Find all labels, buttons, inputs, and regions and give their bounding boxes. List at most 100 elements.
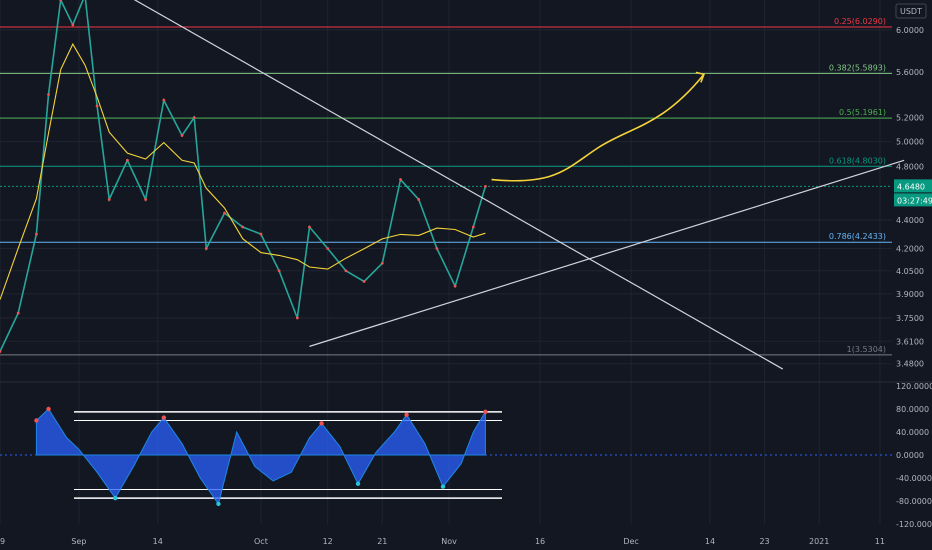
price-point-1: [16, 311, 20, 315]
price-point-4: [59, 0, 63, 2]
time-tick-5: 21: [377, 537, 387, 546]
price-series: [0, 0, 487, 353]
oscillator-pane: [0, 406, 892, 507]
price-point-12: [180, 134, 184, 137]
currency-badge[interactable]: [895, 3, 927, 19]
price-tick-10: 3.6100: [896, 337, 924, 346]
price-point-30: [484, 184, 487, 188]
price-tick-1: 5.6000: [896, 68, 924, 77]
price-point-29: [471, 225, 475, 229]
fib-label-1: 1(3.5304): [847, 345, 886, 354]
price-point-0: [0, 350, 2, 353]
fib-label-0.5: 0.5(5.1961): [839, 108, 886, 117]
price-point-13: [192, 116, 196, 120]
oscillator-dot-24: [440, 484, 446, 489]
price-point-28: [453, 284, 457, 288]
time-tick-4: 12: [323, 537, 333, 546]
oscillator-dot-0: [34, 418, 39, 423]
fibonacci-levels: 0.25(6.0290) 0.382(5.5893) 0.5(5.1961) 0.61…: [0, 17, 892, 356]
price-point-21: [326, 247, 330, 250]
time-tick-9: 14: [705, 537, 715, 546]
time-tick-8: Dec: [623, 537, 638, 546]
time-tick-2: 14: [153, 537, 163, 546]
time-tick-7: 16: [535, 537, 545, 546]
price-point-22: [344, 269, 348, 273]
price-tick-5: 4.4000: [896, 216, 924, 225]
time-axis[interactable]: 19 Sep 14 Oct 12 21 Nov 16 Dec 14 23 2021 11: [0, 537, 885, 546]
time-tick-10: 23: [759, 537, 769, 546]
projection-arrow: [491, 71, 705, 182]
price-point-15: [223, 211, 226, 215]
projection-curve: [491, 73, 705, 182]
time-tick-0: 19: [0, 537, 5, 546]
oscillator-dot-19: [355, 481, 361, 486]
price-point-11: [162, 98, 166, 102]
oscillator-dot-27: [483, 409, 488, 415]
fib-label-0.25: 0.25(6.0290): [834, 17, 886, 26]
oscillator-dot-17: [319, 421, 324, 426]
oscillator-axis[interactable]: 120.0000 80.0000 40.0000 0.0000 -40.0000 -80.…: [896, 382, 932, 529]
price-point-16: [241, 225, 245, 229]
moving-average-line: [0, 42, 486, 300]
fib-label-0.786: 0.786(4.2433): [829, 232, 886, 241]
trendline-descending: [133, 0, 784, 370]
trendline-ascending: [309, 159, 905, 347]
price-point-24: [380, 261, 384, 265]
price-point-18: [277, 269, 281, 273]
price-point-20: [308, 225, 311, 229]
time-tick-6: Nov: [441, 537, 457, 546]
price-line: [0, 0, 487, 352]
price-tick-2: 5.2000: [896, 114, 924, 123]
price-point-17: [259, 232, 263, 236]
price-point-9: [126, 158, 129, 162]
price-tick-6: 4.2000: [896, 244, 924, 253]
trendlines: [133, 0, 905, 370]
price-point-7: [95, 104, 99, 108]
oscillator-dot-11: [216, 501, 221, 507]
price-point-26: [417, 198, 421, 201]
price-point-2: [35, 232, 38, 236]
current-price-tag: [894, 179, 932, 193]
oscillator-tick-6: -120.0000: [896, 520, 932, 529]
oscillator-tick-1: 80.0000: [896, 405, 929, 414]
price-tick-9: 3.7500: [896, 314, 924, 323]
oscillator-dot-1: [46, 406, 51, 412]
projection-arrowhead: [695, 71, 705, 83]
price-point-3: [47, 93, 50, 96]
price-point-25: [399, 178, 402, 181]
price-tags: 4.6480 03:27:49: [894, 179, 932, 207]
price-tick-0: 6.0000: [896, 26, 924, 35]
oscillator-tick-4: -40.0000: [896, 474, 932, 483]
price-point-23: [362, 280, 366, 283]
price-point-27: [435, 247, 439, 250]
price-point-5: [71, 23, 75, 27]
oscillator-tick-5: -80.0000: [896, 497, 932, 506]
price-tick-7: 4.0500: [896, 267, 924, 276]
time-tick-3: Oct: [254, 537, 268, 546]
price-point-10: [144, 198, 148, 201]
time-tick-1: Sep: [71, 537, 86, 546]
time-tick-12: 11: [875, 537, 885, 546]
countdown-value: 03:27:49: [897, 196, 932, 205]
countdown-tag: [894, 193, 932, 207]
currency-label: USDT: [900, 7, 922, 16]
current-price-value: 4.6480: [897, 182, 925, 191]
time-tick-11: 2021: [809, 537, 829, 546]
price-tick-11: 3.4800: [896, 360, 924, 369]
fib-label-0.618: 0.618(4.8030): [829, 156, 886, 165]
price-tick-8: 3.9000: [896, 290, 924, 299]
oscillator-dot-22: [404, 412, 409, 417]
oscillator-tick-3: 0.0000: [896, 451, 924, 460]
oscillator-dot-5: [113, 495, 118, 501]
oscillator-dot-8: [161, 415, 167, 420]
price-point-19: [295, 316, 299, 320]
oscillator-tick-0: 120.0000: [896, 382, 932, 391]
fib-label-0.382: 0.382(5.5893): [829, 63, 886, 72]
price-point-14: [204, 247, 208, 250]
oscillator-tick-2: 40.0000: [896, 428, 929, 437]
price-tick-4: 4.8000: [896, 163, 924, 172]
price-point-8: [107, 198, 111, 201]
price-axis[interactable]: 6.0000 5.6000 5.2000 5.0000 4.8000 4.4000 4.20…: [896, 26, 924, 369]
grid-lines: [0, 0, 932, 524]
